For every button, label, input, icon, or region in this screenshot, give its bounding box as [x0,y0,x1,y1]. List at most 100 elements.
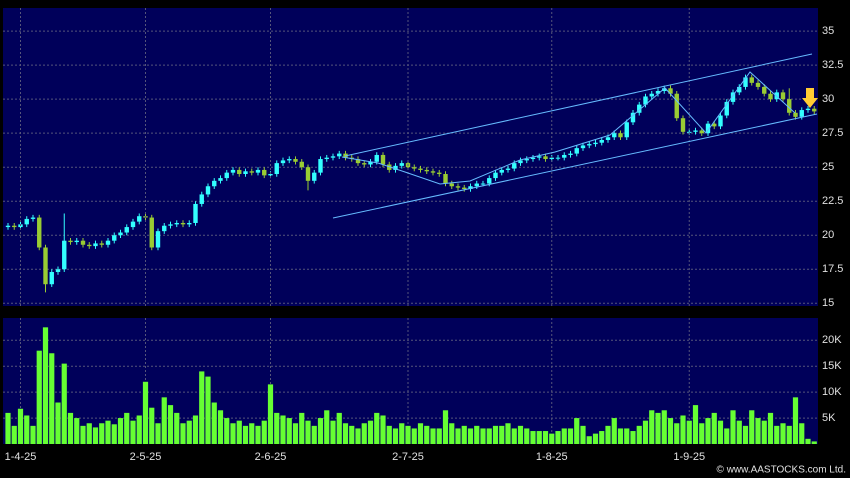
candle-body [149,217,154,248]
volume-bar [436,428,442,444]
candle-body [643,96,648,105]
volume-bar [274,412,280,444]
candle-body [562,154,567,158]
volume-bar [299,412,305,444]
candle-body [455,186,461,188]
volume-bar [686,420,692,444]
candle-body [5,225,11,228]
volume-bar [811,441,817,444]
volume-bar [599,431,605,444]
volume-bar [105,420,111,444]
volume-bar [236,420,242,444]
volume-bar [99,423,105,444]
volume-bar [136,415,142,444]
candle-body [374,154,379,162]
y-tick-label: 10K [822,386,842,398]
volume-bar [586,436,592,444]
volume-bar [392,428,399,444]
volume-bar [117,418,124,444]
candle-body [749,77,754,83]
candle-body [718,115,723,127]
candle-body [293,159,298,162]
candle-body [518,160,523,164]
candle-body [399,163,404,166]
volume-bar [86,423,92,444]
volume-bar [242,425,249,444]
volume-bar [442,410,449,444]
volume-bar [549,433,555,444]
y-tick-label: 30 [822,93,834,105]
volume-bar [161,397,167,444]
candle-body [230,169,236,173]
volume-bar [449,423,455,444]
candle-body [355,159,361,164]
arrow-marker [802,88,818,108]
volume-bar [424,425,430,444]
candle-body [249,171,254,173]
volume-bar [605,425,611,444]
volume-bar [636,425,642,444]
volume-bar [24,415,30,444]
volume-bar [399,423,405,444]
volume-bar [767,412,774,444]
candle-body [543,156,548,160]
volume-bar [305,420,311,444]
candle-body [380,154,386,165]
candle-body [580,145,586,149]
candle-body [555,157,561,159]
candle-body [330,156,336,158]
candle-body [499,169,504,173]
volume-bar [217,410,224,444]
candle-body [624,122,629,138]
volume-bar [680,415,686,444]
volume-bar [536,431,542,444]
candle-body [730,92,736,102]
candle-body [537,156,542,158]
volume-bar [786,425,792,444]
candle-body [443,174,448,184]
volume-bar [205,376,211,444]
candle-body [805,108,811,111]
candle-body [418,168,423,170]
volume-bar [255,425,261,444]
candle-body [93,243,98,247]
candle-body [37,217,42,248]
x-tick-label: 1-9-25 [673,451,705,463]
candle-body [630,112,636,123]
volume-bar [317,418,324,444]
volume-bar [61,363,67,444]
volume-bar [430,428,436,444]
candle-body [680,118,686,132]
candle-body [787,99,792,113]
volume-bar [505,423,511,444]
y-tick-label: 20 [822,229,834,241]
y-tick-label: 27.5 [822,127,843,139]
candle-body [30,217,36,219]
candle-body [337,153,342,157]
volume-bar [624,428,630,444]
candle-body [762,86,767,94]
volume-bar [224,418,230,444]
candle-body [812,108,817,112]
candle-body [605,137,611,140]
candle-body [662,88,667,92]
candle-body [368,161,373,165]
volume-bar [267,384,274,444]
volume-bar [780,423,786,444]
candle-body [705,123,711,134]
volume-bar [374,412,380,444]
candle-body [480,183,486,185]
candle-body [193,203,198,223]
volume-bar [124,412,130,444]
volume-bar [792,397,799,444]
volume-bar [417,423,424,444]
candle-body [43,247,48,285]
candle-body [118,232,123,236]
volume-bar [5,412,11,444]
volume-bar [342,423,349,444]
candle-body [549,157,554,160]
volume-bar [742,425,749,444]
volume-bar [199,371,205,444]
candle-body [162,225,167,232]
